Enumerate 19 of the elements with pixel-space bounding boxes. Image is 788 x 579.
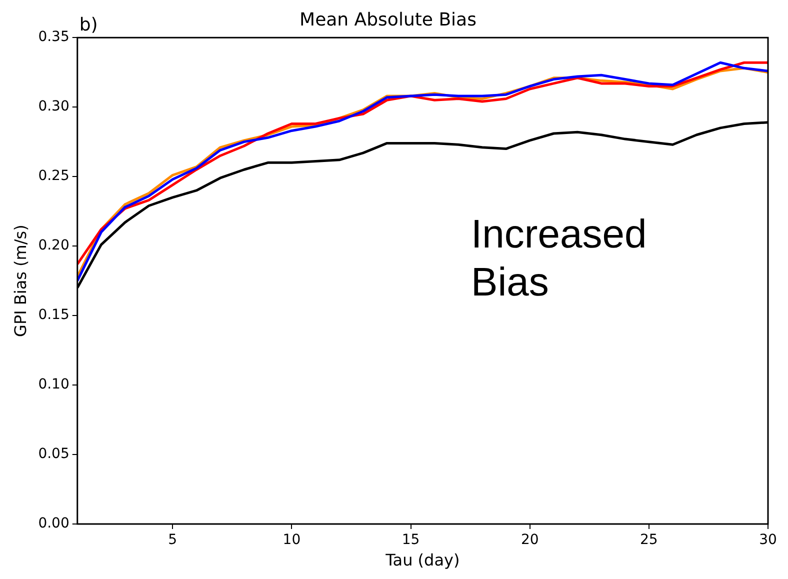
y-tick-label: 0.30 (38, 98, 70, 115)
annotation: Increased Bias (471, 212, 647, 305)
y-tick-label: 0.10 (38, 376, 70, 393)
y-axis-title: GPI Bias (m/s) (10, 224, 30, 337)
y-tick-label: 0.00 (38, 516, 70, 532)
y-tick-label: 0.15 (38, 307, 70, 324)
x-tick-label: 30 (759, 532, 777, 548)
text: b) (79, 14, 98, 36)
x-tick-label: 15 (402, 532, 420, 548)
x-tick-label: 20 (520, 532, 539, 548)
y-tick-label: 0.20 (38, 238, 70, 254)
x-axis-title: Tau (day) (384, 550, 460, 570)
chart-title: Mean Absolute Bias (300, 9, 476, 30)
y-tick-label: 0.05 (38, 446, 70, 462)
x-tick-label: 5 (168, 532, 178, 548)
x-tick-label: 25 (640, 532, 658, 548)
x-tick-label: 10 (282, 532, 301, 548)
y-tick-label: 0.25 (38, 168, 70, 184)
y-tick-label: 0.35 (38, 29, 70, 46)
